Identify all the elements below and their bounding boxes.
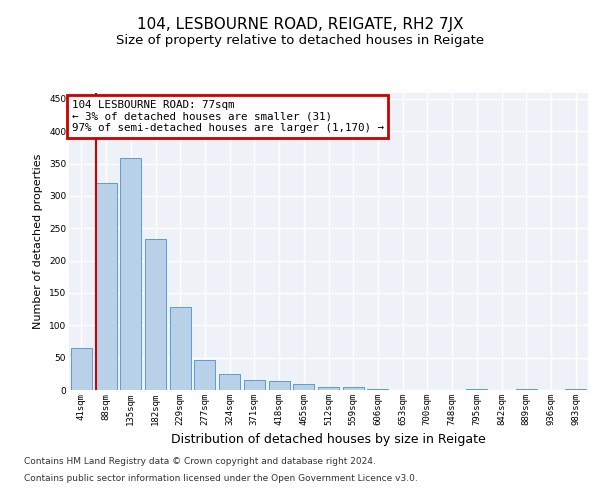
Bar xyxy=(71,348,92,390)
Bar xyxy=(318,387,339,390)
Text: 104 LESBOURNE ROAD: 77sqm
← 3% of detached houses are smaller (31)
97% of semi-d: 104 LESBOURNE ROAD: 77sqm ← 3% of detach… xyxy=(71,100,383,133)
Bar xyxy=(170,307,191,390)
Bar xyxy=(367,388,388,390)
Text: Size of property relative to detached houses in Reigate: Size of property relative to detached ho… xyxy=(116,34,484,47)
Text: Contains public sector information licensed under the Open Government Licence v3: Contains public sector information licen… xyxy=(24,474,418,483)
Bar xyxy=(145,238,166,390)
Bar xyxy=(194,360,215,390)
Bar xyxy=(219,374,240,390)
Bar xyxy=(244,380,265,390)
Bar xyxy=(269,381,290,390)
Text: 104, LESBOURNE ROAD, REIGATE, RH2 7JX: 104, LESBOURNE ROAD, REIGATE, RH2 7JX xyxy=(137,18,463,32)
Bar xyxy=(466,388,487,390)
Bar xyxy=(95,183,116,390)
Bar xyxy=(516,388,537,390)
Y-axis label: Number of detached properties: Number of detached properties xyxy=(34,154,43,329)
Bar xyxy=(120,158,141,390)
Bar xyxy=(343,387,364,390)
X-axis label: Distribution of detached houses by size in Reigate: Distribution of detached houses by size … xyxy=(171,434,486,446)
Text: Contains HM Land Registry data © Crown copyright and database right 2024.: Contains HM Land Registry data © Crown c… xyxy=(24,458,376,466)
Bar xyxy=(293,384,314,390)
